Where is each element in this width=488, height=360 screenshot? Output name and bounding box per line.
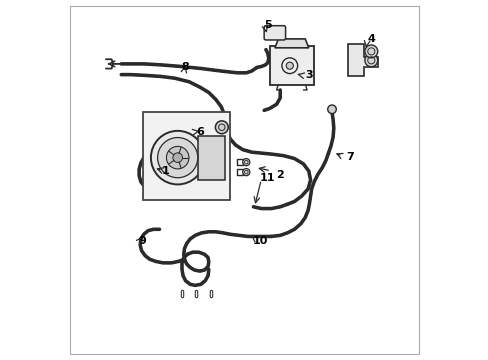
Bar — [142, 112, 230, 200]
Text: 10: 10 — [252, 236, 268, 246]
FancyBboxPatch shape — [264, 26, 285, 40]
Text: 6: 6 — [196, 127, 203, 137]
Polygon shape — [274, 39, 308, 48]
Circle shape — [173, 153, 182, 162]
Text: 11: 11 — [260, 173, 275, 183]
Text: 7: 7 — [346, 152, 353, 162]
Polygon shape — [347, 44, 378, 76]
Circle shape — [327, 105, 336, 113]
Circle shape — [215, 121, 228, 134]
FancyBboxPatch shape — [269, 46, 313, 85]
Circle shape — [157, 138, 197, 178]
Circle shape — [242, 158, 249, 166]
Text: 1: 1 — [162, 166, 169, 176]
Text: 9: 9 — [139, 236, 146, 246]
Text: 3: 3 — [305, 69, 312, 80]
Text: 4: 4 — [366, 34, 374, 44]
Circle shape — [151, 131, 204, 184]
Circle shape — [242, 168, 249, 176]
Text: 5: 5 — [264, 19, 271, 30]
Circle shape — [364, 45, 377, 58]
FancyBboxPatch shape — [198, 136, 225, 180]
Text: 8: 8 — [182, 63, 189, 72]
Circle shape — [166, 147, 188, 169]
Circle shape — [285, 62, 293, 69]
Circle shape — [364, 54, 377, 67]
Text: 2: 2 — [276, 170, 284, 180]
